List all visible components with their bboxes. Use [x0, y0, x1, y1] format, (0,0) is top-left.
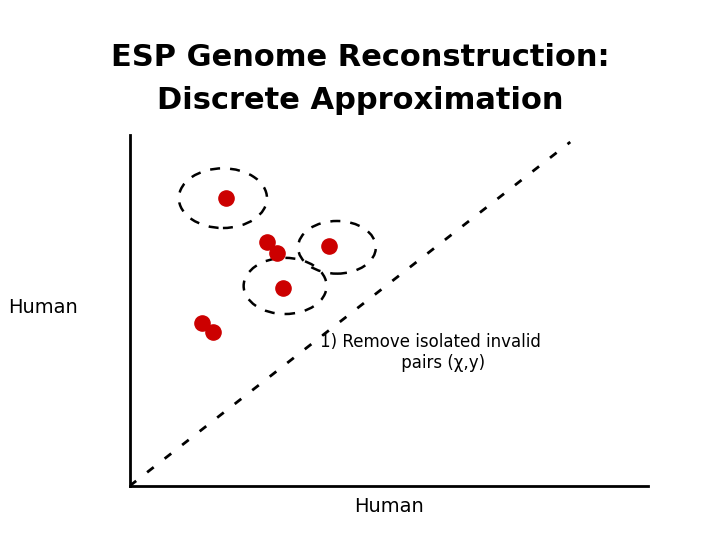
X-axis label: Human: Human	[354, 497, 423, 516]
Point	[197, 319, 208, 327]
Point	[220, 194, 231, 202]
Text: Discrete Approximation: Discrete Approximation	[157, 86, 563, 116]
Text: Human: Human	[9, 298, 78, 318]
Point	[276, 284, 288, 292]
Point	[207, 327, 218, 336]
Point	[261, 238, 273, 246]
Point	[323, 241, 335, 250]
Point	[271, 248, 283, 257]
Text: 1) Remove isolated invalid
     pairs (χ,y): 1) Remove isolated invalid pairs (χ,y)	[320, 333, 541, 372]
Text: ESP Genome Reconstruction:: ESP Genome Reconstruction:	[111, 43, 609, 72]
